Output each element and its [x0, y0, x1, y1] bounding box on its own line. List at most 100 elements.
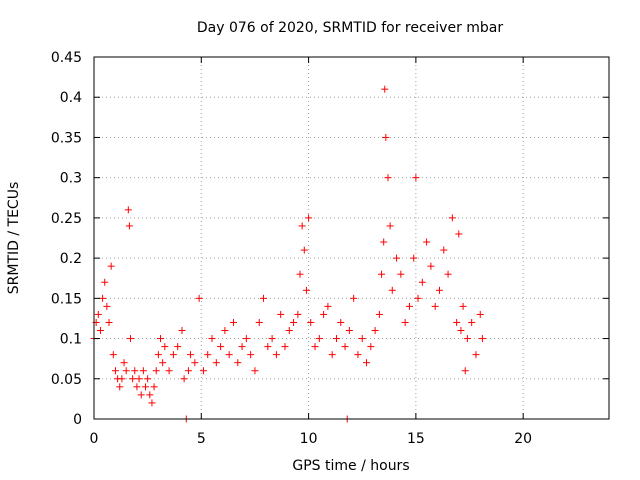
data-point — [187, 351, 195, 359]
y-tick-label: 0.2 — [60, 251, 82, 267]
data-point — [345, 327, 353, 335]
data-point — [142, 383, 149, 391]
data-point — [122, 367, 130, 375]
data-point — [285, 327, 293, 335]
data-point — [111, 367, 119, 375]
data-point — [148, 399, 156, 407]
data-point — [367, 343, 375, 351]
data-point — [311, 343, 319, 351]
data-point — [463, 335, 471, 343]
data-point — [174, 343, 182, 351]
data-point — [101, 278, 109, 286]
data-point — [161, 343, 169, 351]
chart-title: Day 076 of 2020, SRMTID for receiver mba… — [197, 20, 504, 36]
data-point — [431, 302, 439, 310]
x-tick-label: 20 — [514, 431, 532, 447]
data-point — [397, 270, 405, 278]
data-point — [96, 327, 104, 335]
data-point — [272, 351, 280, 359]
data-point — [435, 286, 443, 294]
x-tick-label: 15 — [407, 431, 425, 447]
x-tick-label: 0 — [90, 431, 99, 447]
data-point — [94, 310, 102, 318]
data-point — [107, 262, 115, 270]
data-point — [124, 206, 132, 214]
data-point — [401, 318, 409, 326]
data-point — [217, 343, 225, 351]
data-point — [444, 270, 452, 278]
data-point — [154, 351, 162, 359]
data-point — [405, 302, 413, 310]
data-point — [234, 359, 242, 367]
data-point — [129, 375, 137, 383]
data-point — [165, 367, 173, 375]
data-point — [455, 230, 463, 238]
data-point — [229, 318, 237, 326]
data-point — [476, 310, 484, 318]
data-point — [146, 391, 154, 399]
data-point — [225, 351, 233, 359]
data-point — [382, 133, 390, 141]
data-point — [468, 318, 476, 326]
data-point — [350, 294, 358, 302]
data-point — [135, 375, 143, 383]
data-point — [103, 302, 111, 310]
data-point — [384, 174, 392, 182]
y-tick-label: 0.35 — [51, 130, 82, 146]
data-point — [195, 294, 203, 302]
data-point — [341, 343, 349, 351]
data-point — [315, 335, 323, 343]
data-point — [363, 359, 371, 367]
data-point — [169, 351, 177, 359]
data-point — [118, 375, 126, 383]
data-point — [305, 214, 313, 222]
data-point — [320, 310, 328, 318]
y-tick-label: 0.45 — [51, 50, 82, 66]
data-point — [199, 367, 207, 375]
data-point — [307, 318, 315, 326]
data-point — [242, 335, 250, 343]
data-point — [393, 254, 401, 262]
y-tick-label: 0 — [73, 412, 82, 428]
data-point — [178, 327, 186, 335]
data-point — [453, 318, 461, 326]
data-point — [410, 254, 418, 262]
data-point — [180, 375, 188, 383]
y-axis-label: SRMTID / TECUs — [6, 182, 22, 295]
data-point — [371, 327, 379, 335]
data-point — [423, 238, 431, 246]
grid-lines — [94, 57, 609, 419]
data-point — [324, 302, 332, 310]
data-point — [457, 327, 465, 335]
data-point — [381, 85, 389, 93]
data-point — [221, 327, 229, 335]
y-tick-label: 0.25 — [51, 211, 82, 227]
x-tick-label: 10 — [300, 431, 318, 447]
data-point — [478, 335, 486, 343]
data-point — [358, 335, 366, 343]
data-point — [184, 367, 192, 375]
y-tick-label: 0.3 — [60, 171, 82, 187]
data-point — [208, 335, 216, 343]
data-point — [120, 359, 128, 367]
data-point — [212, 359, 220, 367]
data-point — [281, 343, 289, 351]
data-point — [388, 286, 396, 294]
data-point — [126, 335, 134, 343]
y-tick-label: 0.4 — [60, 90, 82, 106]
data-points — [90, 85, 486, 423]
data-point — [472, 351, 480, 359]
data-point — [375, 310, 383, 318]
data-point — [150, 383, 158, 391]
plot-area-frame — [93, 56, 610, 420]
data-point — [139, 367, 147, 375]
data-point — [414, 294, 422, 302]
data-point — [302, 286, 310, 294]
data-point — [386, 222, 394, 230]
data-point — [328, 351, 336, 359]
data-point — [251, 367, 259, 375]
data-point — [131, 367, 139, 375]
data-point — [461, 367, 469, 375]
